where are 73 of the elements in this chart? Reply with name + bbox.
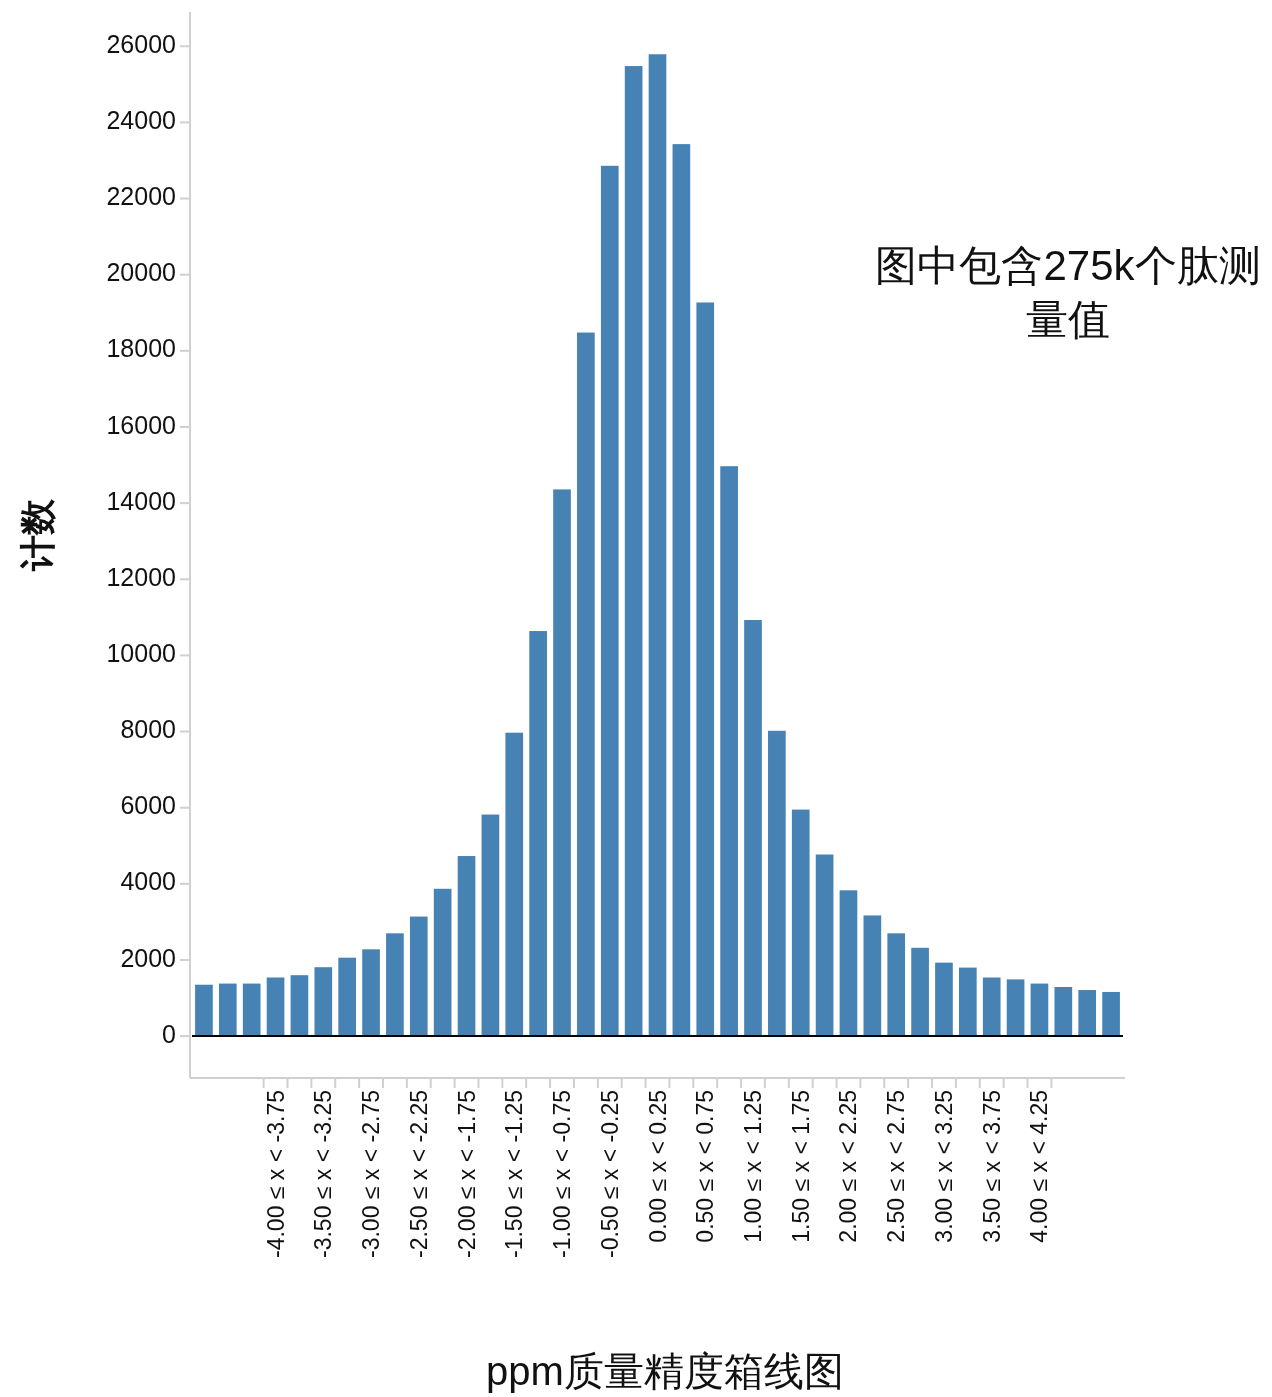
x-tick-label: 0.00 ≤ x < 0.25 <box>644 1090 671 1243</box>
x-tick-label: 1.00 ≤ x < 1.25 <box>739 1090 766 1243</box>
y-tick-label: 2000 <box>120 943 176 972</box>
bar <box>863 915 882 1037</box>
bar <box>839 890 858 1037</box>
bar <box>529 631 547 1037</box>
bar <box>577 332 595 1037</box>
bar <box>290 975 309 1037</box>
bar <box>386 933 404 1037</box>
bar <box>1006 979 1025 1037</box>
x-tick-label: -2.50 ≤ x < -2.25 <box>405 1090 432 1258</box>
y-tick-label: 24000 <box>106 106 176 135</box>
bar <box>457 856 476 1037</box>
y-tick-label: 6000 <box>120 791 176 820</box>
x-tick-label: -3.00 ≤ x < -2.75 <box>358 1090 385 1258</box>
bar <box>696 302 715 1037</box>
bar <box>362 949 380 1037</box>
annotation: 图中包含275k个肽测量值 <box>875 242 1261 343</box>
x-tick-label: -0.50 ≤ x < -0.25 <box>596 1090 623 1258</box>
x-tick-label: -2.00 ≤ x < -1.75 <box>453 1090 480 1258</box>
bar <box>218 983 237 1037</box>
x-tick-label: -3.50 ≤ x < -3.25 <box>310 1090 337 1258</box>
x-axis-title: ppm质量精度箱线图 <box>486 1349 844 1393</box>
y-tick-label: 10000 <box>106 639 176 668</box>
x-tick-label: -4.00 ≤ x < -3.75 <box>262 1090 289 1258</box>
y-tick-label: 22000 <box>106 182 176 211</box>
bar <box>672 144 691 1037</box>
bar <box>505 732 524 1037</box>
bar <box>1102 991 1120 1037</box>
bar <box>744 620 762 1037</box>
x-tick-label: -1.00 ≤ x < -0.75 <box>549 1090 576 1258</box>
bar <box>624 66 643 1037</box>
bar <box>768 730 786 1037</box>
bar <box>314 967 333 1037</box>
y-tick-label: 0 <box>162 1019 176 1048</box>
bar <box>959 967 977 1037</box>
bar <box>648 54 667 1037</box>
bar <box>720 466 738 1037</box>
bar <box>433 888 452 1037</box>
x-tick-label: 3.50 ≤ x < 3.75 <box>978 1090 1005 1243</box>
x-tick-label: 0.50 ≤ x < 0.75 <box>692 1090 719 1243</box>
bar <box>911 947 929 1037</box>
bar <box>1054 987 1073 1037</box>
x-tick-label: 2.00 ≤ x < 2.25 <box>835 1090 862 1243</box>
y-tick-label: 4000 <box>120 867 176 896</box>
bar <box>481 814 500 1037</box>
bar <box>1030 983 1049 1037</box>
y-tick-label: 20000 <box>106 258 176 287</box>
x-tick-label: -1.50 ≤ x < -1.25 <box>501 1090 528 1258</box>
x-tick-label: 1.50 ≤ x < 1.75 <box>787 1090 814 1243</box>
bar <box>409 916 428 1037</box>
y-tick-label: 14000 <box>106 486 176 515</box>
bar <box>791 809 810 1037</box>
bar <box>266 977 285 1037</box>
y-tick-label: 18000 <box>106 334 176 363</box>
bar <box>982 977 1001 1037</box>
bar <box>815 854 834 1037</box>
bar <box>600 165 619 1037</box>
bar <box>553 489 571 1037</box>
bar <box>887 933 906 1037</box>
y-axis-title: 计数 <box>17 498 58 572</box>
y-tick-label: 12000 <box>106 562 176 591</box>
bar <box>242 983 261 1037</box>
y-tick-label: 8000 <box>120 715 176 744</box>
bar <box>1078 990 1097 1037</box>
x-tick-label: 4.00 ≤ x < 4.25 <box>1026 1090 1053 1243</box>
x-tick-label: 2.50 ≤ x < 2.75 <box>883 1090 910 1243</box>
bar <box>935 962 953 1037</box>
bar <box>338 957 356 1037</box>
x-tick-label: 3.00 ≤ x < 3.25 <box>930 1090 957 1243</box>
y-tick-label: 16000 <box>106 410 176 439</box>
y-tick-label: 26000 <box>106 29 176 58</box>
bar <box>195 984 213 1037</box>
